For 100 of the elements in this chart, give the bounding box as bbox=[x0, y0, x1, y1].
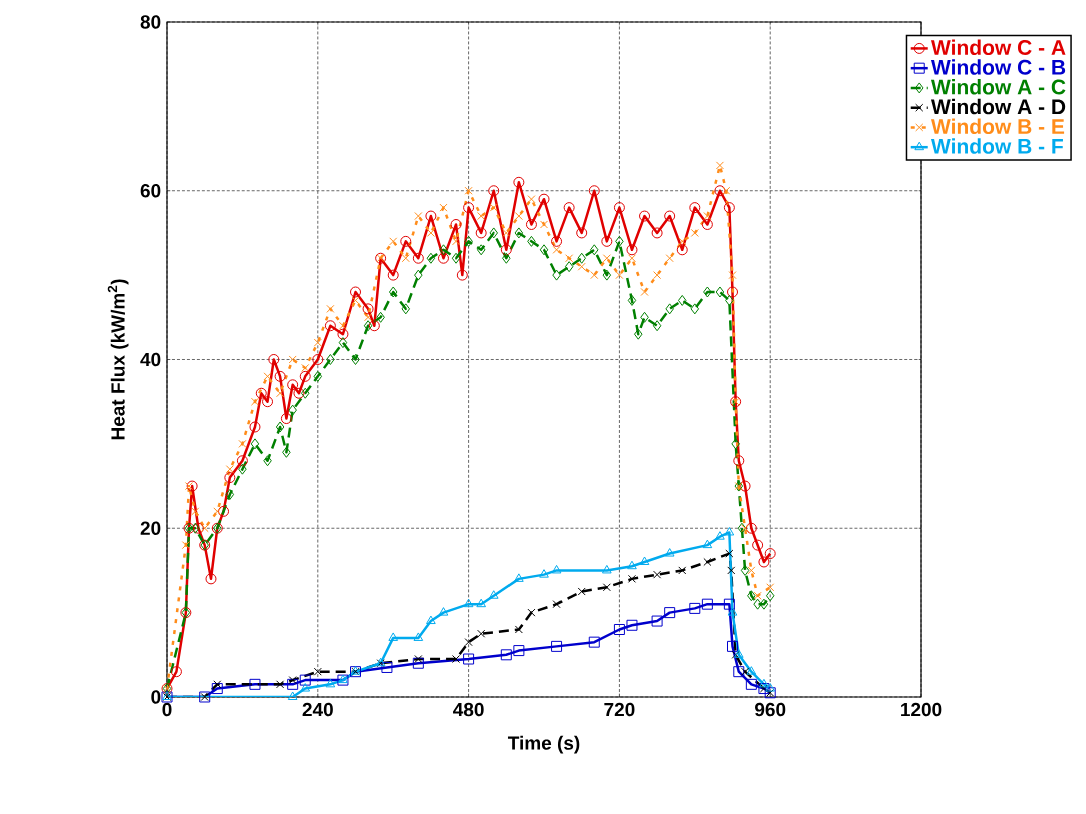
point bbox=[689, 602, 701, 614]
point bbox=[477, 629, 486, 638]
point bbox=[326, 304, 335, 313]
point bbox=[626, 619, 638, 631]
y-tick-label: 60 bbox=[140, 184, 161, 198]
point bbox=[677, 294, 687, 306]
point bbox=[759, 678, 769, 688]
x-tick-label: 0 bbox=[162, 702, 172, 717]
point bbox=[565, 254, 574, 263]
point bbox=[413, 632, 424, 641]
point bbox=[740, 564, 750, 576]
point bbox=[552, 600, 561, 609]
y-axis-title: Heat Flux (kW/m$^{2}$) bbox=[107, 279, 129, 440]
legend-label: Window C - A bbox=[930, 39, 1066, 55]
point bbox=[263, 455, 272, 467]
point bbox=[282, 446, 291, 458]
point bbox=[724, 526, 735, 536]
point bbox=[489, 203, 498, 212]
point bbox=[737, 522, 747, 534]
point bbox=[238, 463, 247, 475]
y-tick-label: 20 bbox=[140, 521, 161, 535]
point bbox=[552, 245, 561, 254]
point bbox=[731, 650, 740, 659]
point bbox=[701, 598, 713, 610]
point bbox=[363, 320, 373, 332]
point bbox=[627, 254, 637, 263]
point bbox=[653, 570, 662, 579]
point bbox=[765, 683, 776, 692]
point bbox=[464, 638, 473, 647]
point bbox=[514, 212, 523, 221]
point bbox=[464, 235, 473, 247]
point bbox=[276, 389, 285, 398]
point bbox=[615, 235, 624, 247]
point bbox=[703, 286, 712, 298]
point bbox=[747, 590, 756, 602]
point bbox=[426, 252, 436, 264]
point bbox=[502, 252, 511, 264]
point bbox=[527, 195, 536, 204]
point bbox=[401, 303, 411, 315]
y-tick-label: 80 bbox=[140, 15, 161, 29]
point bbox=[477, 212, 486, 221]
point bbox=[500, 649, 512, 661]
point bbox=[288, 676, 297, 685]
point bbox=[746, 666, 757, 675]
point bbox=[287, 678, 299, 690]
point bbox=[514, 625, 523, 634]
point bbox=[577, 252, 586, 264]
point bbox=[476, 244, 486, 256]
point bbox=[463, 653, 475, 665]
point bbox=[414, 269, 423, 281]
point bbox=[488, 590, 499, 599]
point bbox=[250, 438, 260, 450]
point bbox=[351, 296, 360, 305]
point bbox=[351, 353, 360, 365]
point bbox=[690, 228, 699, 237]
point bbox=[514, 227, 524, 239]
point bbox=[452, 654, 461, 664]
point bbox=[489, 227, 498, 239]
point bbox=[665, 303, 674, 315]
point bbox=[665, 254, 674, 263]
point bbox=[613, 623, 625, 635]
point bbox=[325, 678, 336, 688]
point bbox=[300, 683, 311, 692]
point bbox=[640, 311, 649, 323]
point bbox=[288, 404, 297, 416]
point bbox=[250, 397, 260, 406]
point bbox=[452, 237, 461, 246]
y-tick-label: 0 bbox=[151, 690, 161, 704]
point bbox=[313, 338, 322, 347]
point bbox=[181, 541, 190, 550]
point bbox=[414, 212, 423, 221]
x-axis-title: Time (s) bbox=[507, 735, 580, 754]
x-tick-label: 720 bbox=[604, 702, 635, 717]
point bbox=[651, 615, 663, 627]
point bbox=[602, 269, 612, 281]
point bbox=[564, 261, 574, 273]
y-tick-label: 40 bbox=[140, 352, 161, 367]
point bbox=[249, 678, 261, 690]
point bbox=[184, 482, 194, 491]
point bbox=[263, 372, 272, 381]
point bbox=[727, 607, 738, 616]
point bbox=[364, 313, 373, 322]
x-tick-label: 960 bbox=[755, 702, 786, 717]
point bbox=[451, 252, 461, 264]
point bbox=[299, 674, 311, 686]
legend-label: Window A - C bbox=[930, 79, 1066, 95]
point bbox=[388, 286, 398, 298]
point bbox=[551, 640, 563, 652]
point bbox=[577, 262, 586, 271]
x-tick-label: 1200 bbox=[901, 702, 942, 717]
point bbox=[733, 666, 745, 678]
point bbox=[664, 607, 676, 619]
point bbox=[627, 560, 637, 570]
point bbox=[439, 203, 448, 212]
point bbox=[602, 564, 612, 574]
point bbox=[301, 363, 310, 372]
point bbox=[439, 244, 448, 256]
point bbox=[527, 235, 536, 247]
point bbox=[728, 271, 737, 280]
point bbox=[287, 691, 298, 700]
